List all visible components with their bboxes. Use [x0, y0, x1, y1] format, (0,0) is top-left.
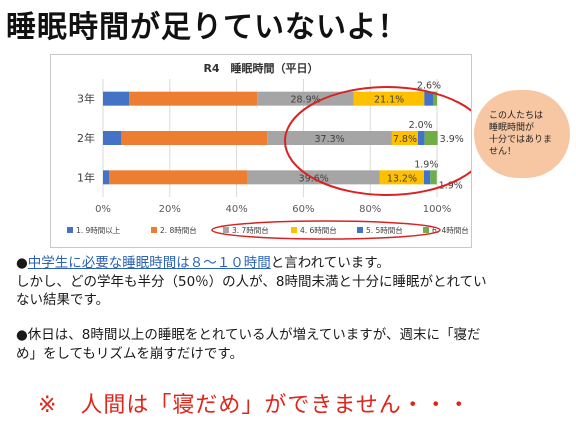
paragraph-1-line-1: ●中学生に必要な睡眠時間は８～１０時間と言われています。 [16, 254, 566, 273]
bar-segment [267, 131, 392, 145]
bar-segment [417, 131, 425, 145]
bar-segment [247, 170, 380, 185]
y-category-label: 2年 [77, 131, 95, 145]
y-category-label: 3年 [77, 92, 95, 106]
x-tick-label: 80% [359, 204, 381, 215]
data-label: 28.9% [290, 95, 320, 106]
legend-swatch [151, 227, 157, 233]
paragraph-2: ●休日は、8時間以上の睡眠をとれている人が増えていますが、週末に「寝だ め」をし… [16, 326, 566, 363]
legend-swatch [357, 227, 363, 233]
data-label: 3.9% [440, 134, 464, 145]
bullet: ● [16, 255, 28, 271]
bar-segment [423, 170, 431, 185]
bar-segment [391, 131, 418, 145]
data-label: 7.8% [393, 134, 417, 145]
legend-swatch [67, 227, 73, 233]
legend-swatch [223, 227, 229, 233]
callout-text: この人たちは 睡眠時間が 十分ではありま せん！ [489, 111, 553, 157]
legend-swatch [423, 227, 429, 233]
legend-label: 2. 8時間台 [160, 225, 197, 235]
callout-bubble: この人たちは 睡眠時間が 十分ではありま せん！ [474, 90, 570, 178]
data-label: 21.1% [374, 95, 404, 106]
data-label: 2.6% [417, 81, 441, 92]
x-tick-label: 100% [423, 204, 452, 215]
bar-segment [379, 170, 424, 185]
legend-swatch [291, 227, 297, 233]
bar-segment [424, 91, 433, 106]
paragraph-1-rest: と言われています。 [270, 255, 390, 271]
x-tick-label: 20% [159, 204, 181, 215]
bar-segment [430, 170, 437, 185]
bar-segment [103, 170, 110, 185]
data-label: 2.0% [409, 120, 433, 131]
paragraph-2-line-1: ●休日は、8時間以上の睡眠をとれている人が増えていますが、週末に「寝だ [16, 327, 481, 343]
highlight-ellipse [284, 86, 471, 196]
paragraph-1: ●中学生に必要な睡眠時間は８～１０時間と言われています。 しかし、どの学年も半分… [16, 254, 566, 310]
bar-segment [103, 131, 122, 145]
paragraph-1-line-2: しかし、どの学年も半分（50％）の人が、8時間未満と十分に睡眠がとれてい [16, 273, 487, 290]
bar-segment [103, 91, 130, 106]
data-label: 1.9% [439, 180, 463, 191]
data-label: 13.2% [387, 173, 417, 184]
bar-segment [424, 131, 438, 145]
paragraph-2-line-2: め」をしてもリズムを崩すだけです。 [16, 345, 244, 362]
stacked-bar-chart: R4 睡眠時間（平日） 0% 20% 40% 60% 80% 100% 3年 28.9% 21.1… [67, 61, 471, 240]
bar-segment [129, 91, 258, 106]
data-label: 37.3% [315, 134, 345, 145]
bar-segment [121, 131, 268, 145]
chart-title: R4 睡眠時間（平日） [203, 61, 318, 75]
legend-label: 3. 7時間台 [232, 225, 269, 235]
x-tick-label: 60% [292, 204, 314, 215]
y-category-label: 1年 [77, 170, 95, 184]
legend-label: 6. 4時間台 [432, 225, 469, 235]
paragraph-1-line-3: ない結果です。 [16, 292, 110, 308]
bar-segment [109, 170, 248, 185]
recommended-sleep-link[interactable]: 中学生に必要な睡眠時間は８～１０時間 [27, 255, 271, 271]
page-title: 睡眠時間が足りていないよ！ [6, 10, 409, 45]
legend-label: 5. 5時間台 [366, 225, 403, 235]
legend-label: 1. 9時間以上 [76, 226, 121, 235]
legend-label: 4. 6時間台 [300, 225, 337, 235]
legend-highlight-ellipse [211, 220, 441, 240]
chart-area: R4 睡眠時間（平日） 0% 20% 40% 60% 80% 100% 3年 28.9% 21.1… [50, 54, 472, 248]
x-tick-label: 0% [95, 204, 111, 215]
footer-warning: ※ 人間は「寝だめ」ができません・・・ [38, 393, 471, 418]
bar-segment [353, 91, 425, 106]
data-label: 1.9% [414, 159, 438, 170]
bar-segment [432, 91, 437, 106]
x-tick-label: 40% [225, 204, 247, 215]
